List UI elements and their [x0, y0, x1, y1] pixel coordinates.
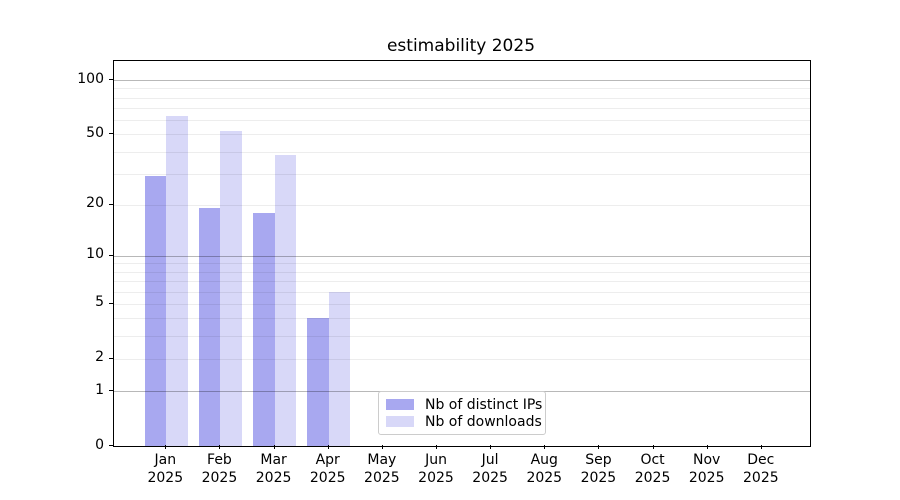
x-tick-label: Jul 2025	[472, 452, 508, 486]
y-tick-label: 2	[95, 349, 104, 366]
legend: Nb of distinct IPs Nb of downloads	[378, 391, 546, 435]
gridline-minor	[114, 97, 810, 99]
gridline-minor	[114, 271, 810, 273]
gridline-minor	[114, 120, 810, 121]
x-tick-label: Jun 2025	[418, 452, 454, 486]
gridline-minor	[114, 134, 810, 136]
y-tick-mark	[109, 203, 113, 205]
gridline-minor	[114, 204, 810, 206]
bar-downloads-0	[166, 116, 188, 446]
gridline-minor	[114, 107, 810, 109]
x-tick-label: Mar 2025	[255, 452, 292, 486]
legend-item: Nb of distinct IPs	[386, 396, 542, 413]
gridline-major	[114, 80, 810, 82]
x-tick-label: Aug 2025	[526, 452, 563, 486]
bar-distinct-ips-1	[198, 208, 221, 446]
y-tick-mark	[109, 79, 113, 81]
gridline-minor	[114, 173, 810, 175]
x-tick-mark	[652, 445, 654, 449]
x-tick-mark	[544, 445, 546, 449]
legend-item: Nb of downloads	[386, 413, 542, 430]
bar-downloads-3	[328, 291, 351, 446]
y-tick-label: 1	[95, 381, 104, 398]
x-tick-mark	[598, 445, 600, 449]
chart-title: estimability 2025	[386, 36, 536, 56]
bar-distinct-ips-0	[144, 176, 167, 446]
bar-downloads-2	[274, 155, 297, 446]
gridline-minor	[114, 318, 810, 320]
x-tick-mark	[273, 445, 275, 449]
y-tick-label: 50	[86, 124, 104, 141]
x-tick-label: Dec 2025	[743, 452, 779, 486]
x-tick-mark	[327, 445, 329, 449]
y-tick-label: 20	[86, 195, 104, 212]
y-tick-mark	[109, 357, 113, 359]
x-tick-mark	[381, 445, 383, 449]
legend-swatch	[386, 416, 414, 427]
bar-distinct-ips-2	[252, 212, 275, 446]
y-tick-label: 5	[95, 294, 104, 311]
x-tick-label: Nov 2025	[688, 452, 725, 486]
y-tick-mark	[109, 254, 113, 256]
y-tick-label: 100	[77, 70, 104, 87]
bars-layer	[114, 61, 810, 446]
x-tick-mark	[490, 445, 492, 449]
gridline-minor	[114, 263, 810, 265]
grid-layer	[114, 61, 810, 446]
x-tick-mark	[760, 445, 762, 449]
y-tick-label: 10	[86, 246, 104, 263]
legend-swatch	[386, 399, 414, 410]
x-tick-label: Sep 2025	[580, 452, 617, 486]
y-tick-label: 0	[95, 436, 104, 453]
legend-label: Nb of distinct IPs	[425, 396, 543, 413]
plot-area	[113, 60, 811, 447]
gridline-minor	[114, 88, 810, 90]
x-tick-mark	[436, 445, 437, 449]
bar-downloads-1	[220, 131, 243, 446]
x-tick-label: Jan 2025	[147, 452, 184, 486]
gridline-minor	[114, 303, 810, 305]
gridline-minor	[114, 291, 810, 293]
y-tick-mark	[109, 445, 113, 446]
x-tick-mark	[706, 445, 708, 449]
y-tick-mark	[109, 133, 113, 135]
gridline-minor	[114, 281, 810, 283]
y-tick-mark	[109, 302, 113, 304]
x-tick-label: May 2025	[364, 452, 400, 486]
x-tick-label: Feb 2025	[201, 452, 238, 486]
gridline-minor	[114, 151, 810, 153]
x-tick-label: Apr 2025	[309, 452, 346, 486]
gridline-minor	[114, 358, 810, 360]
legend-label: Nb of downloads	[425, 413, 542, 430]
x-tick-mark	[165, 445, 167, 449]
x-tick-label: Oct 2025	[634, 452, 671, 486]
gridline-minor	[114, 336, 810, 338]
y-tick-mark	[109, 390, 113, 392]
gridline-major	[114, 255, 810, 257]
x-tick-mark	[219, 445, 221, 449]
bar-distinct-ips-3	[307, 318, 329, 446]
